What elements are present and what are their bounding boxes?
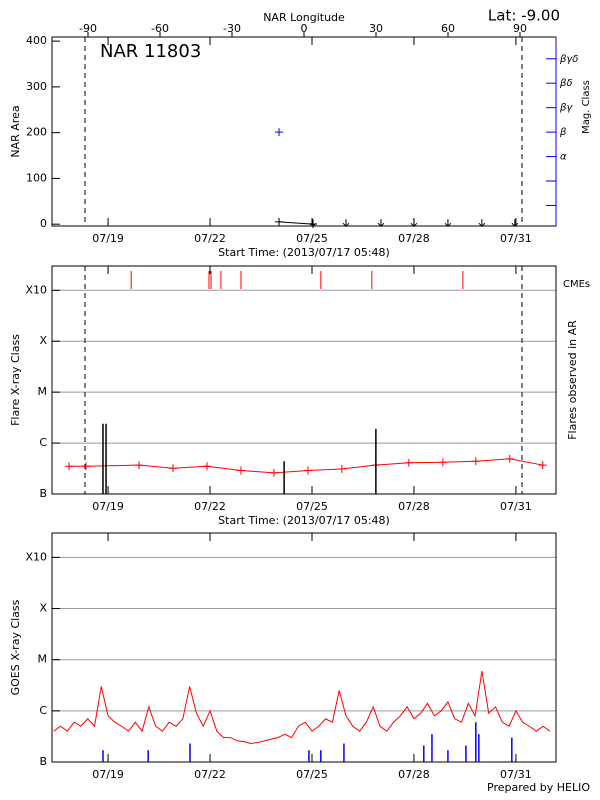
y-tick-label: 200 <box>26 126 47 139</box>
y-tick-label: X10 <box>25 550 47 563</box>
y2-tick-label: βδ <box>559 78 573 89</box>
y-axis-title: GOES X-ray Class <box>9 599 22 695</box>
x-tick-label: 07/31 <box>500 500 532 513</box>
arrow-marker <box>342 219 350 227</box>
x-tick-label: 07/22 <box>194 768 226 781</box>
latitude: Lat: -9.00 <box>488 7 560 25</box>
x2-tick-label: 30 <box>369 22 383 35</box>
y2-axis-title: Mag. Class <box>581 80 592 134</box>
plot-frame <box>51 265 557 495</box>
y-axis-title: NAR Area <box>9 105 22 157</box>
x2-axis-title: NAR Longitude <box>263 11 345 24</box>
x-tick-label: 07/19 <box>92 500 124 513</box>
data-point <box>236 466 245 475</box>
arrow-marker <box>478 219 486 227</box>
x-tick-label: 07/22 <box>194 500 226 513</box>
footer: Prepared by HELIO <box>487 781 590 794</box>
y2-tick-label: βγδ <box>559 54 578 65</box>
y-tick-label: 400 <box>26 34 47 47</box>
y-tick-label: X10 <box>25 283 47 296</box>
y-tick-label: B <box>39 755 47 768</box>
y-tick-label: M <box>38 653 48 666</box>
y-tick-label: X <box>39 602 47 615</box>
x-tick-label: 07/31 <box>500 768 532 781</box>
y-tick-label: 100 <box>26 171 47 184</box>
x-tick-label: 07/25 <box>296 232 328 245</box>
y2-tick-label: α <box>560 152 567 163</box>
y2-axis-title: Flares observed in AR <box>566 320 579 440</box>
event-label: CMEs <box>563 279 590 290</box>
y-tick-label: C <box>39 436 47 449</box>
plot-frame <box>51 532 557 763</box>
data-point <box>135 461 144 470</box>
arrow-marker <box>410 219 418 227</box>
data-point <box>168 464 177 473</box>
x-tick-label: 07/22 <box>194 232 226 245</box>
arrow-marker <box>309 219 317 227</box>
y-tick-label: B <box>39 487 47 500</box>
x-tick-label: 07/28 <box>398 232 430 245</box>
x-tick-label: 07/19 <box>92 768 124 781</box>
x-tick-label: 07/31 <box>500 232 532 245</box>
arrow-marker <box>377 219 385 227</box>
data-point <box>275 217 284 226</box>
data-point <box>538 461 547 470</box>
y-axis-title: Flare X-ray Class <box>9 334 22 426</box>
data-point <box>269 468 278 477</box>
y2-tick-label: β <box>559 127 567 138</box>
x-axis-title: Start Time: (2013/07/17 05:48) <box>218 514 390 527</box>
data-point <box>505 454 514 463</box>
y-tick-label: X <box>39 334 47 347</box>
series-line <box>278 221 314 225</box>
data-point <box>303 466 312 475</box>
x-tick-label: 07/25 <box>296 500 328 513</box>
x-tick-label: 07/25 <box>296 768 328 781</box>
x2-tick-label: 0 <box>301 22 308 35</box>
series-line <box>53 670 551 745</box>
data-point <box>275 128 284 137</box>
y2-tick-label: βγ <box>559 103 573 114</box>
y-tick-label: M <box>38 385 48 398</box>
data-point <box>81 462 90 471</box>
x2-tick-label: 60 <box>441 22 455 35</box>
x-tick-label: 07/19 <box>92 232 124 245</box>
x2-tick-label: -30 <box>223 22 241 35</box>
x-tick-label: 07/28 <box>398 500 430 513</box>
data-point <box>202 462 211 471</box>
data-point <box>404 458 413 467</box>
data-point <box>337 464 346 473</box>
data-point <box>471 457 480 466</box>
data-point <box>64 462 73 471</box>
arrow-marker <box>511 219 519 227</box>
x2-tick-label: -90 <box>79 22 97 35</box>
panel-title: NAR 11803 <box>100 41 201 62</box>
x2-tick-label: 90 <box>513 22 527 35</box>
x2-tick-label: -60 <box>151 22 169 35</box>
y-tick-label: C <box>39 704 47 717</box>
x-tick-label: 07/28 <box>398 768 430 781</box>
y-tick-label: 300 <box>26 80 47 93</box>
data-point <box>438 458 447 467</box>
arrow-marker <box>444 219 452 227</box>
y-tick-label: 0 <box>40 217 47 230</box>
x-axis-title: Start Time: (2013/07/17 05:48) <box>218 246 390 259</box>
